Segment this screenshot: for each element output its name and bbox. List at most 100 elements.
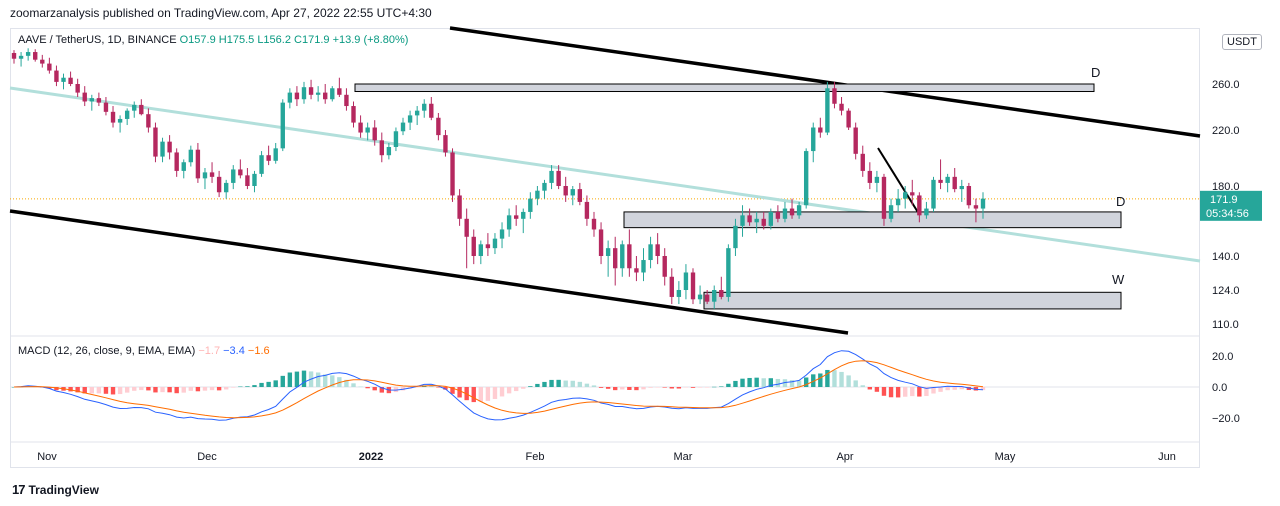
- chart-frame: [10, 28, 1200, 468]
- macd-histogram-bar: [68, 387, 73, 392]
- macd-histogram-bar: [478, 387, 484, 402]
- candle-body: [782, 208, 788, 219]
- candle-body: [330, 88, 335, 100]
- currency-badge[interactable]: USDT: [1222, 34, 1262, 50]
- macd-histogram-bar: [655, 387, 660, 388]
- channel-midline: [9, 86, 1201, 263]
- candle-body: [450, 152, 455, 196]
- macd-histogram-bar: [605, 387, 611, 389]
- zone-rectangle: [623, 211, 1122, 229]
- macd-histogram-bar: [697, 387, 703, 388]
- grid: [10, 198, 1200, 443]
- macd-pane: [10, 350, 1200, 421]
- macd-histogram-bar: [613, 387, 618, 391]
- candle-body: [61, 77, 66, 82]
- drawings: D D W: [9, 26, 1201, 335]
- macd-histogram-bar: [110, 387, 116, 395]
- macd-histogram-bar: [860, 385, 865, 387]
- macd-histogram-bar: [719, 386, 724, 387]
- macd-histogram-bar: [457, 387, 462, 398]
- price-tick-label: 180.0: [1212, 181, 1240, 193]
- symbol-legend[interactable]: AAVE / TetherUS, 1D, BINANCE O157.9 H175…: [18, 34, 408, 46]
- candle-body: [655, 244, 660, 256]
- candle-body: [40, 59, 45, 64]
- macd-legend[interactable]: MACD (12, 26, close, 9, EMA, EMA) −1.7 −…: [18, 345, 270, 357]
- macd-histogram-bar: [223, 387, 229, 390]
- candle-body: [117, 118, 123, 123]
- macd-histogram-bar: [245, 386, 250, 387]
- candle-body: [846, 110, 851, 128]
- zone-rectangle: [354, 83, 1095, 93]
- close-value: C171.9: [294, 34, 330, 46]
- candle-body: [464, 218, 469, 237]
- time-axis-label: Feb: [526, 451, 545, 463]
- symbol-name: AAVE / TetherUS, 1D, BINANCE: [18, 34, 177, 46]
- macd-histogram-bar: [832, 370, 837, 387]
- signal-line: [13, 360, 984, 419]
- price-tick-label: 220.0: [1212, 125, 1240, 137]
- candle-body: [613, 248, 618, 269]
- macd-histogram-bar: [634, 387, 639, 391]
- macd-histogram-bar: [535, 383, 540, 387]
- candle-body: [803, 151, 809, 206]
- macd-histogram-bar: [351, 383, 356, 387]
- candle-body: [429, 103, 434, 118]
- candle-body: [124, 110, 130, 119]
- macd-histogram-bar: [570, 380, 575, 387]
- macd-histogram-bar: [294, 371, 300, 387]
- candle-body: [697, 294, 703, 300]
- macd-histogram-bar: [712, 386, 717, 388]
- candle-body: [287, 92, 293, 103]
- candle-body: [294, 92, 300, 100]
- macd-histogram-bar: [117, 387, 123, 395]
- macd-histogram-bar: [973, 387, 979, 391]
- zone-label: D: [1091, 65, 1100, 80]
- macd-histogram-bar: [513, 387, 519, 392]
- macd-histogram-bar: [238, 386, 243, 388]
- candle-body: [400, 122, 406, 132]
- candle-body: [775, 211, 781, 219]
- candle-body: [379, 140, 384, 156]
- macd-signal-value: −1.6: [247, 345, 270, 357]
- footer[interactable]: 17 TradingView: [12, 482, 99, 497]
- candle-body: [89, 98, 94, 102]
- candle-body: [160, 141, 165, 157]
- candle-body: [407, 115, 413, 123]
- candle-body: [662, 256, 667, 277]
- candle-body: [924, 208, 929, 216]
- candle-body: [82, 92, 87, 102]
- candle-body: [266, 155, 271, 161]
- candle-body: [669, 276, 674, 297]
- macd-histogram-bar: [344, 379, 349, 387]
- candle-body: [903, 192, 908, 199]
- macd-tick-label: 0.0: [1212, 382, 1227, 394]
- macd-histogram-bar: [874, 387, 880, 392]
- candle-body: [202, 172, 208, 179]
- candle-body: [386, 146, 392, 156]
- candle-body: [365, 127, 370, 133]
- macd-histogram-bar: [853, 380, 858, 387]
- candle-body: [471, 236, 476, 256]
- candle-body: [301, 87, 307, 100]
- candle-body: [910, 192, 915, 196]
- macd-histogram-bar: [528, 386, 533, 387]
- candle-body: [598, 229, 604, 256]
- candle-body: [443, 135, 448, 153]
- zone-label: W: [1112, 272, 1125, 287]
- candle-body: [634, 268, 639, 273]
- candle-body: [825, 88, 830, 133]
- macd-histogram-bar: [365, 387, 370, 389]
- candle-body: [273, 148, 278, 161]
- candle-body: [231, 169, 236, 183]
- macd-histogram-bar: [471, 387, 476, 403]
- macd-histogram-bar: [450, 387, 455, 394]
- candles: [11, 48, 986, 309]
- macd-hist-value: −1.7: [198, 345, 221, 357]
- macd-histogram-bar: [47, 387, 52, 389]
- macd-label: MACD (12, 26, close, 9, EMA, EMA): [18, 345, 196, 357]
- candle-body: [542, 182, 547, 191]
- candle-body: [167, 141, 172, 153]
- macd-histogram-bar: [499, 387, 505, 397]
- candle-body: [726, 248, 731, 297]
